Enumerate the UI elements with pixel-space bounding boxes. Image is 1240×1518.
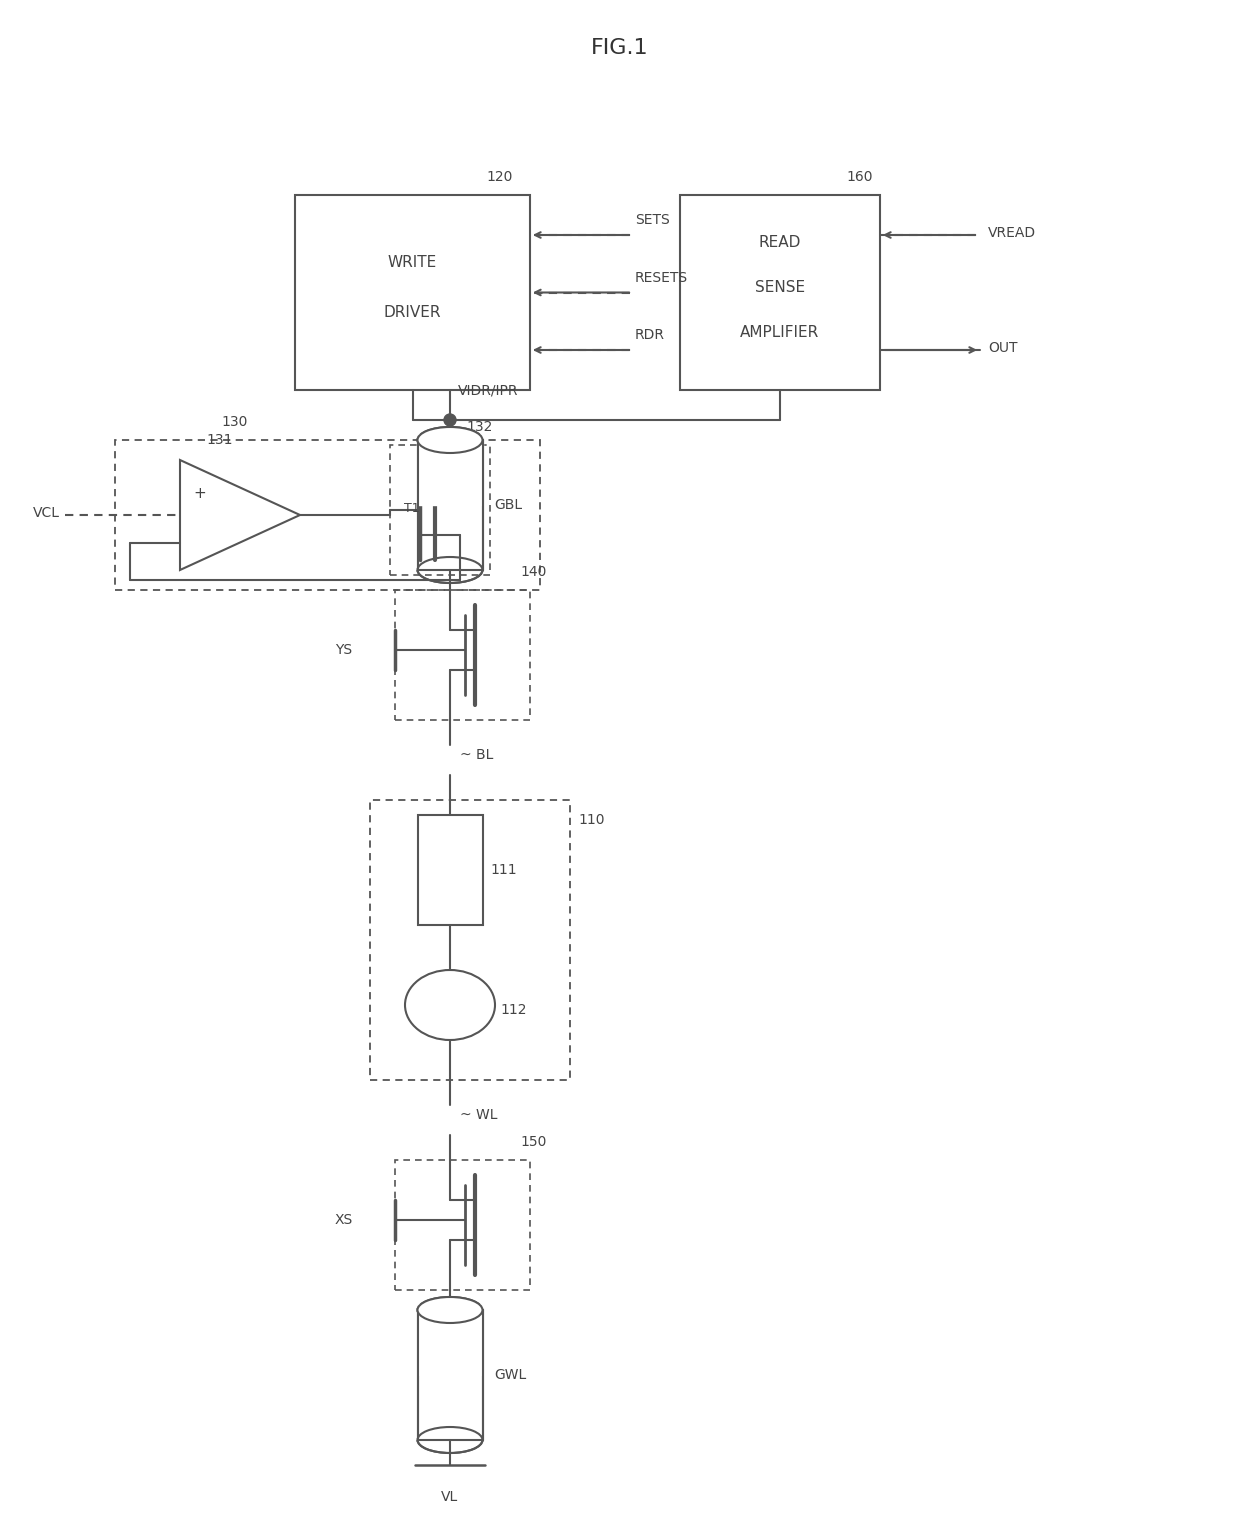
Text: 130: 130: [222, 414, 248, 430]
Circle shape: [444, 414, 456, 427]
Bar: [418, 1310, 482, 1441]
Text: AMPLIFIER: AMPLIFIER: [740, 325, 820, 340]
Ellipse shape: [418, 1296, 482, 1324]
Text: T1: T1: [404, 501, 420, 515]
Text: YS: YS: [335, 644, 352, 657]
Text: DRIVER: DRIVER: [383, 305, 441, 320]
Text: WRITE: WRITE: [388, 255, 438, 270]
Text: ~ BL: ~ BL: [460, 748, 494, 762]
Bar: [396, 1160, 529, 1290]
Text: RDR: RDR: [635, 328, 665, 342]
Text: 140: 140: [520, 565, 547, 578]
Text: GWL: GWL: [494, 1368, 526, 1381]
Text: ~ WL: ~ WL: [460, 1108, 497, 1122]
Bar: [391, 445, 490, 575]
Text: SETS: SETS: [635, 213, 670, 228]
Text: FIG.1: FIG.1: [591, 38, 649, 58]
Text: SENSE: SENSE: [755, 279, 805, 294]
Bar: [418, 815, 484, 924]
Bar: [418, 434, 482, 505]
Text: 150: 150: [520, 1135, 547, 1149]
Text: +: +: [193, 486, 206, 501]
Text: 110: 110: [578, 814, 605, 827]
Text: GBL: GBL: [494, 498, 522, 512]
Text: VCL: VCL: [33, 505, 60, 521]
Bar: [295, 194, 529, 390]
Ellipse shape: [418, 427, 482, 452]
Text: XS: XS: [335, 1213, 353, 1227]
Text: READ: READ: [759, 235, 801, 250]
Bar: [680, 194, 880, 390]
Text: RESETS: RESETS: [635, 270, 688, 284]
Text: 131: 131: [207, 433, 233, 446]
Bar: [396, 591, 529, 720]
Text: 160: 160: [847, 170, 873, 184]
Text: VREAD: VREAD: [988, 226, 1037, 240]
Text: 120: 120: [487, 170, 513, 184]
Text: VIDR/IPR: VIDR/IPR: [458, 383, 518, 398]
Bar: [418, 440, 482, 569]
Text: VL: VL: [441, 1491, 459, 1504]
Bar: [115, 440, 539, 591]
Bar: [370, 800, 570, 1079]
Text: 132: 132: [466, 420, 494, 434]
Bar: [418, 1304, 482, 1375]
Text: 111: 111: [490, 864, 517, 877]
Text: 112: 112: [500, 1003, 527, 1017]
Text: OUT: OUT: [988, 342, 1018, 355]
